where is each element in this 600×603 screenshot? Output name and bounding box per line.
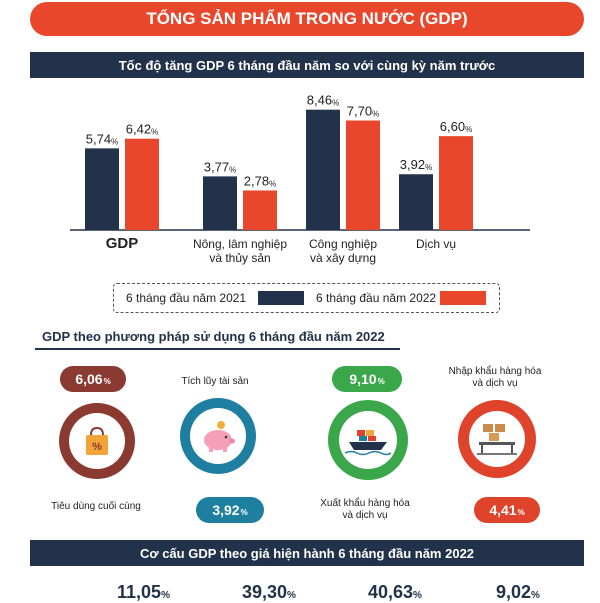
structure-value-3: 40,63%: [368, 582, 422, 603]
warehouse-icon: [477, 424, 517, 455]
structure-value-2-unit: %: [287, 590, 296, 601]
bar-2021-2: [306, 109, 340, 230]
structure-value-1: 11,05%: [117, 582, 170, 603]
bar-2022-3: [439, 136, 473, 230]
consumption-value-pill: 6,06%: [60, 366, 126, 392]
bar-label-2021-1: 3,77%: [204, 159, 236, 174]
structure-value-4-number: 9,02: [496, 582, 532, 602]
bar-2022-1: [243, 190, 277, 230]
bar-2022-2: [346, 120, 380, 230]
structure-value-3-unit: %: [413, 590, 422, 601]
legend-swatch-2022: [440, 291, 486, 305]
category-label-2: Công nghiệp và xây dựng: [309, 237, 377, 265]
import-label-line2: và dịch vụ: [472, 378, 518, 389]
section-divider: [35, 348, 400, 350]
legend-swatch-2021: [258, 291, 304, 305]
structure-value-2-number: 39,30: [242, 582, 288, 602]
export-value-pill: 9,10%: [332, 366, 402, 392]
piggy-bank-icon: [204, 421, 235, 452]
accumulation-label: Tích lũy tài sản: [181, 376, 249, 387]
chart-legend: [113, 283, 500, 313]
structure-value-1-number: 11,05: [117, 582, 162, 602]
consumption-label: Tiêu dùng cuối cùng: [51, 501, 141, 512]
bar-label-2021-0: 5,74%: [86, 131, 118, 146]
category-label-3: Dịch vụ: [416, 237, 456, 251]
bar-label-2022-3: 6,60%: [440, 119, 472, 134]
structure-value-1-unit: %: [161, 590, 170, 601]
structure-value-4-unit: %: [531, 590, 540, 601]
accumulation-value: 3,92: [212, 502, 240, 518]
bar-label-2022-1: 2,78%: [244, 173, 276, 188]
page-title: TỔNG SẢN PHẨM TRONG NƯỚC (GDP): [30, 2, 584, 36]
svg-text:%: %: [92, 441, 102, 453]
chart-title: Tốc độ tăng GDP 6 tháng đầu năm so với c…: [30, 52, 584, 78]
legend-label-2021: 6 tháng đầu năm 2021: [126, 291, 247, 305]
export-label-line1: Xuất khẩu hàng hóa: [320, 498, 410, 509]
bar-2021-0: [85, 148, 119, 230]
bar-label-2022-2: 7,70%: [347, 103, 379, 118]
bar-2022-0: [125, 138, 159, 230]
import-unit: %: [517, 507, 525, 517]
expenditure-section-title: GDP theo phương pháp sử dụng 6 tháng đầu…: [42, 329, 385, 344]
structure-value-3-number: 40,63: [368, 582, 414, 602]
structure-value-2: 39,30%: [242, 582, 296, 603]
bar-label-2021-3: 3,92%: [400, 157, 432, 172]
export-label-line2: và dịch vụ: [342, 510, 388, 521]
bar-label-2021-2: 8,46%: [307, 93, 339, 108]
consumption-unit: %: [103, 376, 111, 386]
bar-2021-3: [399, 174, 433, 230]
structure-section-title: Cơ cấu GDP theo giá hiện hành 6 tháng đầ…: [30, 540, 584, 566]
cargo-ship-icon: [345, 430, 391, 456]
export-value: 9,10: [349, 371, 377, 387]
bar-2021-1: [203, 176, 237, 230]
import-value: 4,41: [489, 502, 517, 518]
accumulation-value-pill: 3,92%: [196, 497, 264, 523]
import-label-line1: Nhập khẩu hàng hóa: [448, 366, 542, 377]
shopping-bag-icon: %: [86, 426, 108, 455]
bar-label-2022-0: 6,42%: [126, 122, 158, 137]
export-label: Xuất khẩu hàng hóa và dịch vụ: [300, 498, 430, 522]
structure-value-4: 9,02%: [496, 582, 540, 603]
category-label-1: Nông, lâm nghiệp và thủy sản: [193, 237, 287, 265]
consumption-value: 6,06: [75, 371, 103, 387]
category-label-0: GDP: [106, 235, 139, 252]
gdp-growth-bar-chart: 5,74% 6,42% GDP 3,77% 2,78% Nông, lâm nghiệp v…: [70, 93, 530, 265]
legend-label-2022: 6 tháng đầu năm 2022: [316, 291, 437, 305]
import-value-pill: 4,41%: [474, 497, 540, 523]
import-label: Nhập khẩu hàng hóa và dịch vụ: [430, 366, 560, 390]
export-unit: %: [377, 376, 385, 386]
accumulation-unit: %: [240, 507, 248, 517]
